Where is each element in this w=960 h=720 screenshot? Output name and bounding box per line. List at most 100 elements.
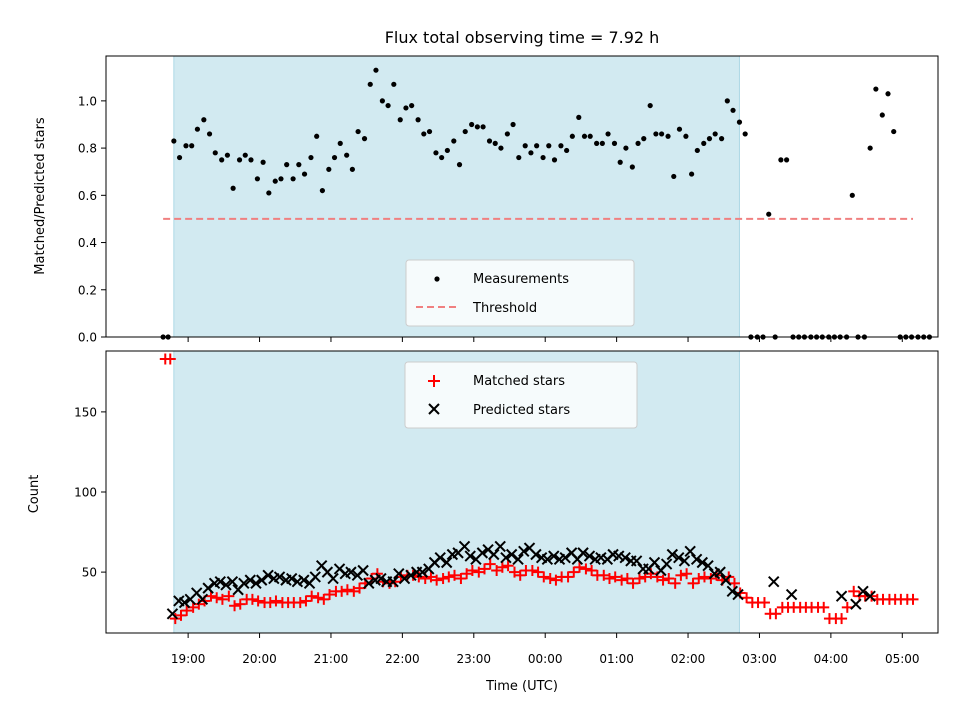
measurement-point [676,126,683,132]
measurement-point [469,121,475,128]
measurement-point [319,187,325,194]
measurement-point [706,136,713,142]
matched-star-point [621,573,633,585]
predicted-star-point [309,571,321,583]
matched-star-point [354,582,366,594]
predicted-star-point [464,550,476,562]
matched-star-point [175,609,187,621]
measurement-point [694,147,700,154]
measurement-point [736,119,743,125]
ratio-legend: Measurements Threshold [405,259,635,327]
ratio-x-ticks [187,337,903,342]
matched-star-point [318,593,330,605]
measurement-point [879,112,885,118]
matched-star-point [466,565,478,577]
measurement-point [551,157,558,163]
matched-star-point [473,566,485,578]
count-x-ticks: 19:00 20:00 21:00 22:00 23:00 00:00 01:00 02:00… [171,633,920,666]
matched-star-point [603,573,615,585]
matched-star-point [633,573,645,585]
measurement-point [248,157,254,163]
measurement-point [891,128,897,135]
measurement-point [212,150,218,156]
measurement-point [242,152,248,158]
measurement-point [355,128,361,135]
measurement-point [617,159,623,165]
predicted-star-point [850,598,862,610]
matched-star-point [818,601,830,613]
matched-star-point [479,563,491,575]
predicted-star-point [702,559,714,572]
measurement-point [719,136,725,142]
measurement-point [349,166,355,172]
ratio-panel: 0.0 0.2 0.4 0.6 0.8 1.0 Matched/Predicted sta… [33,55,939,345]
measurement-point [284,162,290,168]
y-tick-label: 0.2 [78,283,97,297]
predicted-star-point [375,572,387,585]
matched-star-point [246,593,258,605]
measurement-point [581,133,588,139]
legend-threshold-label: Threshold [472,301,537,316]
matched-star-point [324,589,336,601]
predicted-star-point [178,596,191,609]
predicted-star-point [720,574,732,586]
measurement-point [415,117,421,123]
predicted-star-point [327,572,339,585]
matched-star-point [514,569,526,581]
matched-star-point [502,560,514,572]
count-y-axis-label: Count [27,475,42,514]
measurement-point [849,192,855,198]
matched-star-point [681,568,693,580]
predicted-star-point [678,555,691,567]
predicted-star-point [673,551,685,564]
predicted-star-point [405,569,417,582]
measurement-point [290,176,296,182]
measurement-point [361,136,368,142]
predicted-star-point [196,593,209,606]
predicted-star-point [530,548,542,561]
predicted-star-point [577,547,589,559]
predicted-star-point [357,564,369,577]
matched-star-point [550,574,562,586]
measurement-point [611,140,618,146]
predicted-star-point [857,585,869,598]
predicted-star-point [166,608,179,620]
measurement-point [594,140,600,146]
x-tick-label: 05:00 [885,652,920,666]
matched-star-point [586,565,598,577]
measurement-point [260,159,266,165]
matched-star-point [234,598,246,610]
predicted-star-point [768,576,780,588]
measurement-point [534,143,540,149]
measurement-point [516,154,522,161]
matched-star-point [509,566,521,578]
measurement-point [558,143,564,149]
predicted-star-point [732,588,744,601]
chart-title: Flux total observing time = 7.92 h [385,28,660,47]
measurement-point [576,114,582,120]
matched-star-point [770,608,782,620]
measurement-point [486,138,493,144]
predicted-star-point [559,551,571,564]
predicted-star-point [226,576,239,588]
ratio-plot-frame [105,55,939,338]
measurement-point [409,102,415,109]
measurement-point [701,140,707,146]
measurement-point [873,86,879,92]
measurement-point [421,131,427,137]
measurement-point [433,150,439,156]
predicted-star-point [864,590,876,602]
y-tick-label: 100 [74,486,97,500]
measurement-point [367,81,373,87]
matched-star-point [437,573,449,585]
predicted-star-point [416,566,429,578]
predicted-star-point [345,566,357,578]
matched-star-point [181,605,193,617]
matched-star-point [687,577,699,589]
predicted-star-point [363,577,375,590]
ratio-y-axis-label: Matched/Predicted stars [33,117,48,275]
matched-star-point [693,573,705,585]
measurement-point [301,171,308,177]
measurement-point [712,131,718,137]
predicted-star-point [255,574,268,586]
